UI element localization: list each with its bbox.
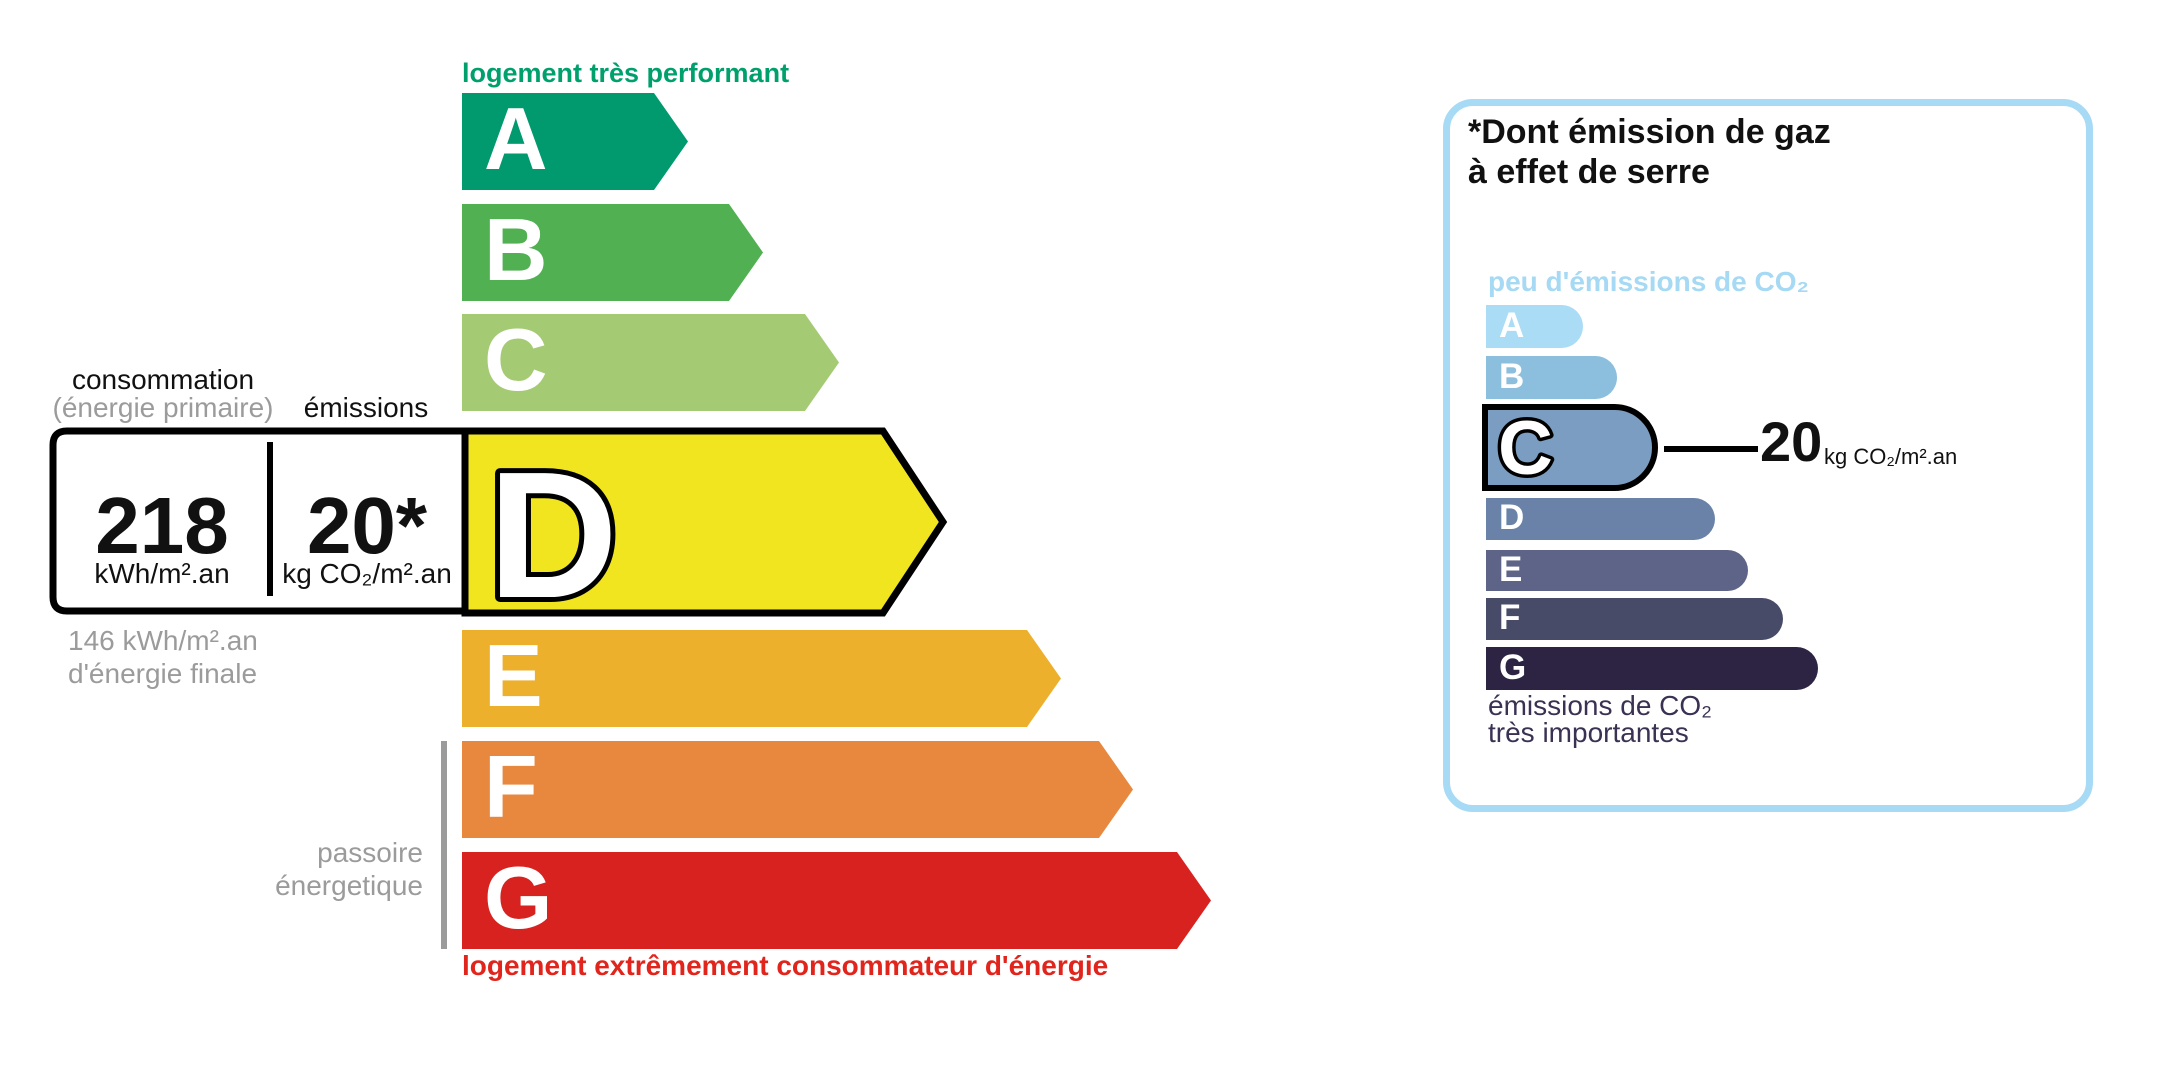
energy-class-bar-b: B xyxy=(462,204,763,301)
ges-high-emissions-label: émissions de CO₂ très importantes xyxy=(1488,690,1713,748)
consumption-unit: kWh/m².an xyxy=(94,558,229,589)
ges-class-letter-g: G xyxy=(1499,647,1527,687)
ges-low-emissions-label: peu d'émissions de CO₂ xyxy=(1488,266,1809,297)
ges-class-letter-e: E xyxy=(1499,549,1523,589)
ges-class-letter-d: D xyxy=(1499,498,1525,537)
ges-class-bar-e: E xyxy=(1486,550,1748,591)
primary-energy-sublabel: (énergie primaire) xyxy=(52,392,274,423)
ges-current-class-bar: C xyxy=(1482,403,1658,495)
final-energy-line2: d'énergie finale xyxy=(68,658,258,689)
ges-panel-title: *Dont émission de gaz à effet de serre xyxy=(1468,112,1831,192)
ges-class-bar-f: F xyxy=(1486,598,1783,640)
ges-panel-title-line2: à effet de serre xyxy=(1468,153,1710,191)
energy-class-bar-f: F xyxy=(462,741,1133,838)
ges-high-emissions-line1: émissions de CO₂ xyxy=(1488,690,1713,721)
high-consumption-label: logement extrêmement consommateur d'éner… xyxy=(462,950,1109,981)
energy-class-letter-e: E xyxy=(484,625,543,725)
ges-current-class-letter: C xyxy=(1498,410,1553,485)
ges-current-letter-graphic: C xyxy=(1495,403,1557,495)
emissions-value: 20* xyxy=(307,481,428,570)
top-performance-label: logement très performant xyxy=(462,58,790,88)
energy-class-letter-a: A xyxy=(484,88,548,188)
ges-class-bar-d: D xyxy=(1486,498,1715,540)
final-energy-note: 146 kWh/m².an d'énergie finale xyxy=(68,624,258,690)
energy-class-bar-a: A xyxy=(462,93,688,190)
ges-value-connector-line xyxy=(1664,446,1758,452)
ges-class-bar-b: B xyxy=(1486,356,1617,399)
energy-class-letter-g: G xyxy=(484,847,553,947)
ges-class-letter-f: F xyxy=(1499,598,1521,637)
energy-class-letter-f: F xyxy=(484,736,538,836)
ges-class-letter-b: B xyxy=(1499,356,1525,396)
ges-class-bar-a: A xyxy=(1486,305,1583,348)
energy-class-bar-g: G xyxy=(462,852,1211,949)
energy-sieve-label: passoire énergetique xyxy=(223,836,423,902)
consumption-label: consommation xyxy=(71,364,255,395)
current-values-box xyxy=(49,427,469,615)
ges-class-letter-a: A xyxy=(1499,305,1525,345)
energy-sieve-line2: énergetique xyxy=(275,870,423,901)
energy-sieve-rule xyxy=(441,741,447,949)
energy-class-letter-c: C xyxy=(484,309,548,409)
ges-value-unit: kg CO₂/m².an xyxy=(1824,444,1958,469)
ges-panel-title-line1: *Dont émission de gaz xyxy=(1468,113,1831,151)
emissions-label: émissions xyxy=(303,392,429,423)
ges-value: 20 xyxy=(1760,410,1823,473)
energy-class-bar-c: C xyxy=(462,314,839,411)
ges-class-bar-g: G xyxy=(1486,647,1818,690)
energy-sieve-line1: passoire xyxy=(317,837,423,868)
energy-class-letter-b: B xyxy=(484,199,548,299)
current-class-indicator: 218 kWh/m².an 20* kg CO₂/m².an D xyxy=(49,427,948,618)
final-energy-line1: 146 kWh/m².an xyxy=(68,625,258,656)
energy-class-bar-e: E xyxy=(462,630,1061,727)
ges-high-emissions-line2: très importantes xyxy=(1488,717,1689,748)
current-class-letter: D xyxy=(488,435,618,618)
emissions-unit: kg CO₂/m².an xyxy=(282,558,452,589)
consumption-value: 218 xyxy=(95,481,228,570)
